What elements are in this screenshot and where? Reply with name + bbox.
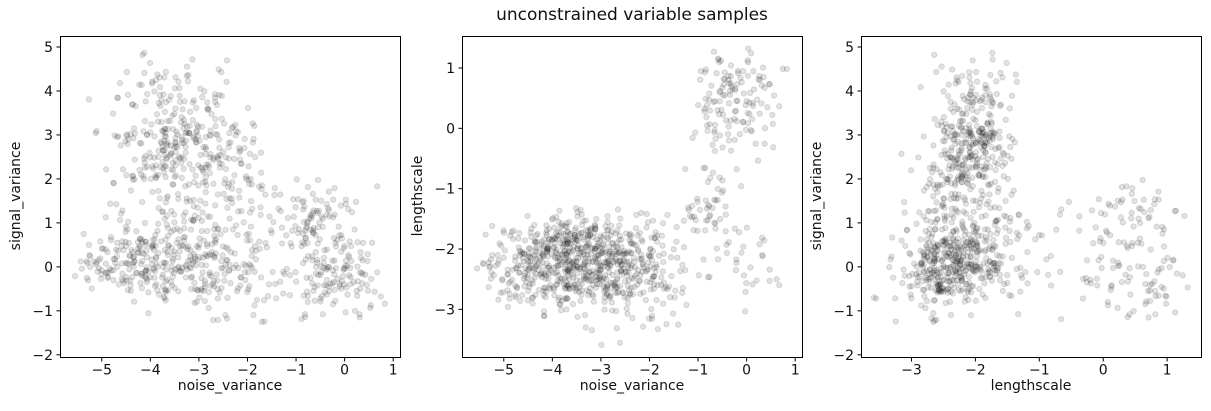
x-tick-label: −3 — [901, 363, 922, 379]
xlabel-panel1-noise-variance: noise_variance — [177, 378, 283, 394]
ylabel-panel1-signal-variance: signal_variance — [8, 141, 24, 251]
y-tick-label: −1 — [32, 304, 53, 320]
y-tick-label: 1 — [44, 216, 53, 232]
x-tick-label: 0 — [1099, 363, 1108, 379]
y-tick-label: 5 — [845, 40, 854, 56]
x-tick-label: −2 — [639, 363, 660, 379]
y-tick-label: −2 — [434, 242, 455, 258]
y-tick-label: −2 — [32, 348, 53, 364]
y-tick-label: 3 — [44, 128, 53, 144]
x-axis-ticks: −5 −4 −3 −2 −1 0 1 — [493, 357, 800, 379]
y-tick-label: −2 — [833, 348, 854, 364]
scatter-panel-3: −3 −2 −1 0 1 −2 −1 0 1 2 3 4 5 — [833, 36, 1202, 379]
y-tick-label: 3 — [845, 128, 854, 144]
y-axis-ticks: −3 −2 −1 0 1 — [434, 61, 463, 318]
scatter-points — [870, 49, 1191, 325]
x-tick-label: −5 — [91, 363, 112, 379]
y-tick-label: 5 — [44, 40, 53, 56]
x-tick-label: −5 — [493, 363, 514, 379]
x-tick-label: −3 — [189, 363, 210, 379]
y-tick-label: 0 — [44, 260, 53, 276]
x-tick-label: −1 — [286, 363, 307, 379]
x-tick-label: −1 — [1029, 363, 1050, 379]
xlabel-panel3-lengthscale: lengthscale — [990, 378, 1072, 394]
x-tick-label: −4 — [140, 363, 161, 379]
y-tick-label: 0 — [845, 260, 854, 276]
y-tick-label: 4 — [44, 84, 53, 100]
x-tick-label: −3 — [591, 363, 612, 379]
y-tick-label: 2 — [44, 172, 53, 188]
ylabel-panel3-signal-variance: signal_variance — [809, 141, 825, 251]
axes-frame — [60, 36, 401, 358]
y-axis-ticks: −2 −1 0 1 2 3 4 5 — [833, 40, 862, 364]
axes-frame — [861, 36, 1202, 358]
x-axis-ticks: −3 −2 −1 0 1 — [901, 357, 1172, 379]
scatter-points — [71, 49, 388, 325]
x-tick-label: −2 — [965, 363, 986, 379]
ylabel-panel2-lengthscale: lengthscale — [410, 155, 426, 237]
chart-title: unconstrained variable samples — [496, 5, 768, 25]
scatter-panel-1: −5 −4 −3 −2 −1 0 1 −2 −1 0 1 2 3 4 5 — [32, 36, 401, 379]
x-tick-label: 0 — [742, 363, 751, 379]
y-axis-ticks: −2 −1 0 1 2 3 4 5 — [32, 40, 61, 364]
scatter-panel-2: −5 −4 −3 −2 −1 0 1 −3 −2 −1 0 1 — [434, 36, 803, 379]
x-tick-label: 1 — [1163, 363, 1172, 379]
y-tick-label: 0 — [446, 121, 455, 137]
y-tick-label: −1 — [833, 304, 854, 320]
axes-frame — [462, 36, 803, 358]
y-tick-label: 4 — [845, 84, 854, 100]
x-tick-label: −1 — [688, 363, 709, 379]
x-tick-label: −2 — [237, 363, 258, 379]
x-axis-ticks: −5 −4 −3 −2 −1 0 1 — [91, 357, 398, 379]
y-tick-label: 2 — [845, 172, 854, 188]
x-tick-label: −4 — [542, 363, 563, 379]
x-tick-label: 0 — [340, 363, 349, 379]
y-tick-label: −1 — [434, 182, 455, 198]
y-tick-label: −3 — [434, 302, 455, 318]
scatter-points — [473, 45, 790, 348]
x-tick-label: 1 — [791, 363, 800, 379]
y-tick-label: 1 — [446, 61, 455, 77]
xlabel-panel2-noise-variance: noise_variance — [579, 378, 685, 394]
x-tick-label: 1 — [389, 363, 398, 379]
y-tick-label: 1 — [845, 216, 854, 232]
